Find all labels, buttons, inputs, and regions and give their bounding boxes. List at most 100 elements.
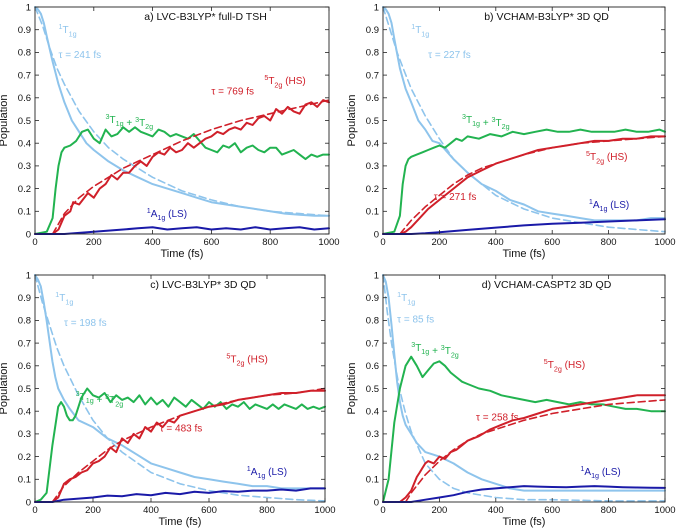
series-line-1a1g-ls- — [382, 218, 666, 235]
x-tick-label: 400 — [488, 505, 504, 516]
annotation-t1g-lbl: 1T1g — [411, 22, 429, 38]
annotation-mix-lbl: 3T1g + 3T2g — [106, 112, 154, 131]
y-axis-label: Population — [346, 363, 358, 415]
series-line-1t1g-fit — [382, 6, 666, 233]
y-tick-label: 0.7 — [366, 70, 379, 81]
y-tick-label: 0.2 — [366, 184, 379, 195]
x-tick-label: 400 — [145, 237, 161, 248]
annotation-t5-tau: τ = 258 fs — [476, 412, 519, 423]
y-tick-label: 0.1 — [18, 475, 31, 486]
y-tick-label: 1 — [374, 2, 379, 13]
x-tick-label: 800 — [601, 237, 617, 248]
annotation-mix-lbl: 3T1g + 3T2g — [411, 340, 459, 359]
annotation-mix-lbl: 3T1g + 3T2g — [76, 389, 124, 408]
series-line-3t1g-3t2g — [382, 355, 666, 503]
annotation-a1-lbl: 1A1g (LS) — [147, 206, 187, 222]
y-tick-label: 0.8 — [366, 316, 379, 327]
x-axis-label: Time (fs) — [159, 516, 202, 528]
x-tick-label: 400 — [488, 237, 504, 248]
x-axis-label: Time (fs) — [161, 248, 204, 260]
x-tick-label: 600 — [201, 505, 217, 516]
series-line-1t1g-fit — [34, 274, 326, 502]
x-tick-label: 400 — [143, 505, 159, 516]
x-tick-label: 600 — [544, 237, 560, 248]
annotation-t5-lbl: 5T2g (HS) — [226, 351, 267, 367]
y-axis-label: Population — [346, 95, 358, 147]
y-tick-label: 0.5 — [18, 116, 31, 127]
y-tick-label: 0.2 — [18, 184, 31, 195]
y-tick-label: 0.3 — [366, 429, 379, 440]
y-tick-label: 0.4 — [366, 139, 379, 150]
y-tick-label: 1 — [374, 270, 379, 281]
x-tick-label: 800 — [601, 505, 617, 516]
panel-title: d) VCHAM-CASPT2 3D QD — [482, 279, 612, 291]
series-line-5t2g-fit — [51, 99, 330, 235]
series-line-5t2g-fit — [404, 399, 666, 503]
x-tick-label: 0 — [380, 237, 385, 248]
x-tick-label: 0 — [380, 505, 385, 516]
annotation-mix-lbl: 3T1g + 3T2g — [462, 112, 510, 131]
y-tick-label: 0.4 — [18, 139, 31, 150]
y-tick-label: 0.9 — [366, 293, 379, 304]
panel-a: 0 0.1 0.2 0.3 0.4 0.5 0.6 0.7 0.8 0.9 1 0 200 400 600 8… — [0, 2, 340, 260]
series-line-3t1g-3t2g — [34, 126, 330, 235]
y-tick-label: 0.6 — [18, 361, 31, 372]
y-tick-label: 0.3 — [18, 429, 31, 440]
y-tick-label: 0.7 — [18, 70, 31, 81]
y-tick-label: 1 — [26, 270, 31, 281]
y-axis-label: Population — [0, 363, 10, 415]
y-tick-label: 0 — [374, 497, 379, 508]
x-tick-label: 600 — [544, 505, 560, 516]
y-tick-label: 0.6 — [18, 93, 31, 104]
series-line-1t1g-fit — [34, 6, 330, 217]
series-line-1t1g — [382, 6, 666, 222]
panel-b: 0 0.1 0.2 0.3 0.4 0.5 0.6 0.7 0.8 0.9 1 0 200 400 600 8… — [346, 2, 676, 260]
series-line-3t1g-3t2g — [34, 387, 326, 503]
y-tick-label: 0 — [26, 229, 31, 240]
annotation-t1g-lbl: 1T1g — [59, 22, 77, 38]
annotation-t5-lbl: 5T2g (HS) — [586, 149, 627, 165]
series-line-1t1g — [382, 274, 666, 492]
y-tick-label: 0.2 — [366, 452, 379, 463]
y-tick-label: 0.8 — [18, 48, 31, 59]
y-tick-label: 0.5 — [18, 384, 31, 395]
y-tick-label: 0.1 — [366, 207, 379, 218]
x-tick-label: 200 — [86, 237, 102, 248]
x-tick-label: 200 — [431, 505, 447, 516]
annotation-t5-lbl: 5T2g (HS) — [264, 73, 305, 89]
x-tick-label: 1000 — [654, 505, 675, 516]
annotation-a1-lbl: 1A1g (LS) — [247, 464, 287, 480]
annotation-t1g-lbl: 1T1g — [397, 290, 415, 306]
panel-c: 0 0.1 0.2 0.3 0.4 0.5 0.6 0.7 0.8 0.9 1 0 200 400 600 8… — [0, 270, 336, 528]
series-line-3t1g-3t2g — [382, 128, 666, 235]
x-axis-label: Time (fs) — [503, 516, 546, 528]
y-tick-label: 0.7 — [18, 338, 31, 349]
annotation-t1g-tau: τ = 241 fs — [59, 50, 102, 61]
x-tick-label: 200 — [85, 505, 101, 516]
series-line-5t2g-fit — [51, 387, 326, 503]
y-tick-label: 0.2 — [18, 452, 31, 463]
x-tick-label: 1000 — [318, 237, 339, 248]
annotation-t5-tau: τ = 271 fs — [434, 192, 477, 203]
x-tick-label: 0 — [32, 237, 37, 248]
plot-frame — [382, 274, 666, 503]
y-tick-label: 0.1 — [366, 475, 379, 486]
x-tick-label: 200 — [431, 237, 447, 248]
annotation-t1g-lbl: 1T1g — [55, 290, 73, 306]
y-tick-label: 1 — [26, 2, 31, 13]
x-tick-label: 1000 — [654, 237, 675, 248]
series-line-5t2g-hs- — [34, 99, 330, 235]
annotation-t1g-tau: τ = 85 fs — [397, 315, 434, 326]
y-tick-label: 0.3 — [18, 161, 31, 172]
x-axis-label: Time (fs) — [503, 248, 546, 260]
annotation-t5-tau: τ = 769 fs — [211, 86, 254, 97]
annotation-t1g-tau: τ = 227 fs — [428, 50, 471, 61]
y-tick-label: 0 — [374, 229, 379, 240]
y-tick-label: 0.3 — [366, 161, 379, 172]
series-line-1a1g-ls- — [382, 485, 666, 503]
y-tick-label: 0.5 — [366, 384, 379, 395]
y-tick-label: 0.1 — [18, 207, 31, 218]
annotation-t5-tau: τ = 483 fs — [160, 424, 203, 435]
annotation-a1-lbl: 1A1g (LS) — [580, 464, 620, 480]
